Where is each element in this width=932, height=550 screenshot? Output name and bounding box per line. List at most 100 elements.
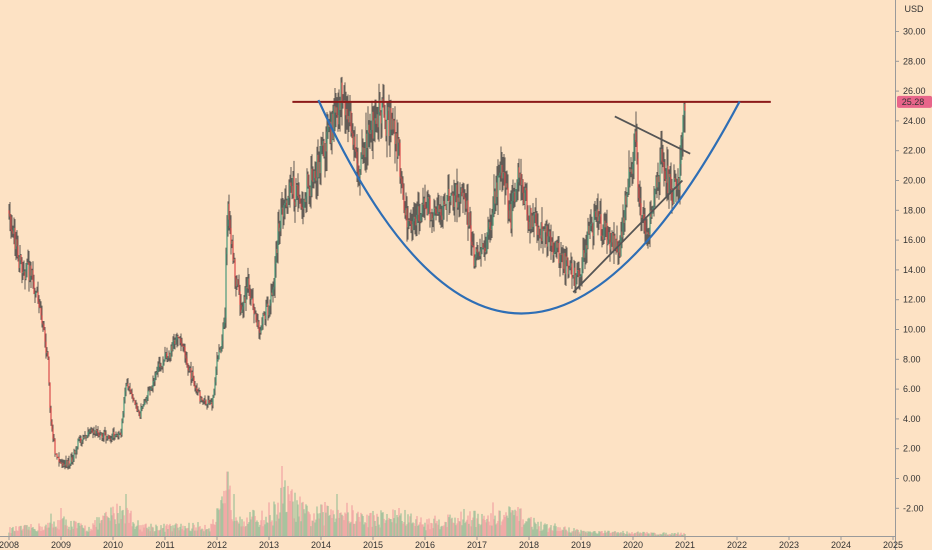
candle-body [563, 252, 565, 269]
volume-bar [42, 530, 44, 536]
candle-body [269, 303, 271, 307]
volume-bar [454, 517, 456, 536]
wedge-upper-trendline[interactable] [614, 115, 691, 155]
volume-bar [622, 530, 624, 536]
cup-curve[interactable] [317, 99, 741, 315]
candle-body [270, 292, 272, 304]
candle-body [447, 188, 449, 197]
candle-body [660, 148, 662, 161]
volume-bar [370, 512, 372, 536]
candle-body [91, 429, 93, 432]
candle-body [59, 461, 61, 463]
volume-bar [485, 522, 487, 536]
candle-body [458, 197, 460, 202]
candle-body [157, 366, 159, 373]
candle-body [590, 223, 592, 227]
price-tick-label: 6.00 [903, 384, 921, 394]
volume-bar [274, 504, 276, 536]
candle-body [480, 249, 482, 257]
volume-bar [374, 520, 376, 536]
volume-bar [235, 517, 237, 536]
candle-body [144, 400, 146, 405]
volume-bar [587, 531, 589, 536]
wedge-lower-trendline[interactable] [572, 179, 684, 293]
candle-body [224, 317, 226, 323]
candle-body [241, 309, 243, 313]
volume-bar [403, 522, 405, 536]
candle-body [473, 245, 475, 266]
volume-bar [152, 527, 154, 536]
time-axis[interactable]: 2008 2009 2010 2011 2012 2013 2014 2015 2016 2017… [0, 536, 903, 550]
candle-body [421, 203, 423, 215]
candle-body [506, 183, 508, 188]
volume-bar [577, 529, 579, 536]
candle-body [264, 314, 266, 320]
volume-bar [541, 530, 543, 536]
candle-body [611, 233, 613, 243]
volume-bar [680, 532, 682, 536]
candle-body [20, 254, 22, 261]
volume-bar [24, 524, 26, 536]
price-axis[interactable]: -2.00 0.00 2.00 4.00 6.00 8.00 10.00 12.00 14.00… [895, 27, 926, 514]
volume-bar [122, 509, 124, 536]
drawing-overlays[interactable] [292, 99, 771, 315]
candle-body [391, 118, 393, 130]
candle-body [378, 99, 380, 128]
volume-bar [530, 516, 532, 536]
candle-body [360, 157, 362, 170]
candle-body [99, 435, 101, 437]
candle-body [123, 400, 125, 414]
volume-bar [321, 504, 323, 536]
volume-bar [134, 529, 136, 536]
volume-bar [126, 507, 128, 536]
candle-body [206, 404, 208, 406]
candle-body [243, 296, 245, 307]
volume-bar [371, 526, 373, 536]
volume-bar [51, 523, 53, 536]
volume-bar [562, 530, 564, 536]
candle-body [374, 118, 376, 121]
volume-bar [197, 522, 199, 536]
volume-bar [338, 517, 340, 536]
candle-body [497, 175, 499, 197]
volume-bar [467, 515, 469, 536]
candle-body [577, 270, 579, 271]
candle-body [237, 279, 239, 285]
volume-bar [412, 522, 414, 536]
candle-body [552, 241, 554, 256]
candle-body [414, 216, 416, 219]
volume-bar [610, 533, 612, 536]
volume-bar [328, 515, 330, 536]
candle-body [39, 307, 41, 309]
volume-bar [397, 517, 399, 536]
volume-bar [472, 517, 474, 536]
candle-body [139, 413, 141, 418]
volume-bar [464, 523, 466, 536]
volume-bar [588, 531, 590, 536]
candle-body [561, 253, 563, 255]
candle-body [313, 170, 315, 182]
candle-body [477, 251, 479, 253]
candle-body [290, 182, 292, 186]
volume-bar [335, 518, 337, 536]
candle-body [326, 131, 328, 152]
volume-bar [432, 528, 434, 536]
candle-body [345, 108, 347, 116]
volume-bar [38, 523, 40, 536]
volume-bar [309, 514, 311, 536]
candle-body [200, 397, 202, 402]
volume-bar [657, 534, 659, 536]
volume-bar [275, 521, 277, 536]
candle-body [612, 233, 614, 251]
volume-bar [579, 533, 581, 536]
volume-bar [361, 514, 363, 536]
volume-bar [204, 524, 206, 536]
volume-bar [100, 520, 102, 536]
volume-bar [582, 530, 584, 536]
candle-body [184, 346, 186, 356]
candle-body [553, 252, 555, 256]
candle-body [628, 168, 630, 187]
volume-bar [176, 523, 178, 536]
